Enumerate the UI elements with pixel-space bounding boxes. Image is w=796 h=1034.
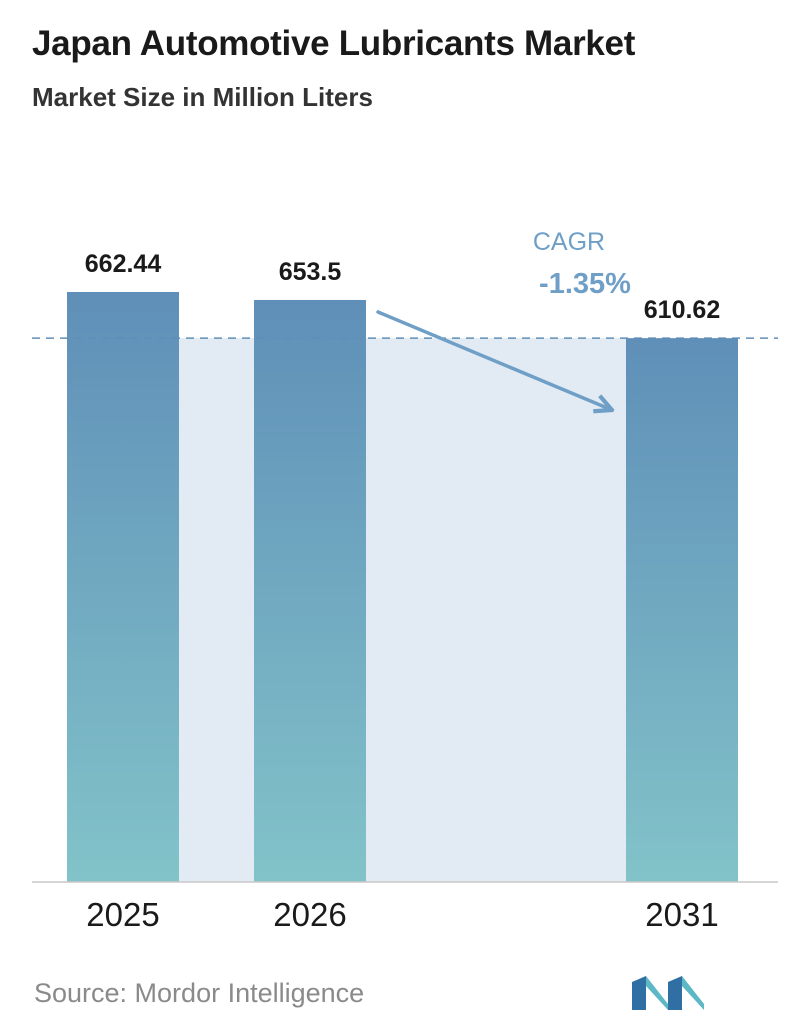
bar-2025: [67, 292, 179, 882]
data-label-2031: 610.62: [644, 296, 720, 324]
bars-group: [67, 292, 738, 882]
labels-group: 662.44 2025 653.5 2026 610.62 2031: [85, 250, 720, 933]
bar-2031: [626, 338, 738, 882]
data-label-2025: 662.44: [85, 250, 162, 278]
cagr-value: -1.35%: [539, 268, 631, 300]
bar-chart: 662.44 2025 653.5 2026 610.62 2031 CAGR -1.35…: [32, 228, 778, 933]
bar-2026: [254, 299, 366, 882]
cagr-label: CAGR: [533, 228, 605, 256]
cagr-arrow-icon: [376, 310, 612, 410]
chart-title: Japan Automotive Lubricants Market: [32, 24, 636, 63]
source-text: Source: Mordor Intelligence: [34, 978, 365, 1008]
mordor-intelligence-logo-icon: [632, 976, 704, 1010]
x-tick-label-2026: 2026: [273, 896, 346, 933]
chart-subtitle: Market Size in Million Liters: [32, 82, 373, 112]
x-tick-label-2025: 2025: [86, 896, 159, 933]
x-tick-label-2031: 2031: [645, 896, 718, 933]
data-label-2026: 653.5: [279, 258, 342, 286]
